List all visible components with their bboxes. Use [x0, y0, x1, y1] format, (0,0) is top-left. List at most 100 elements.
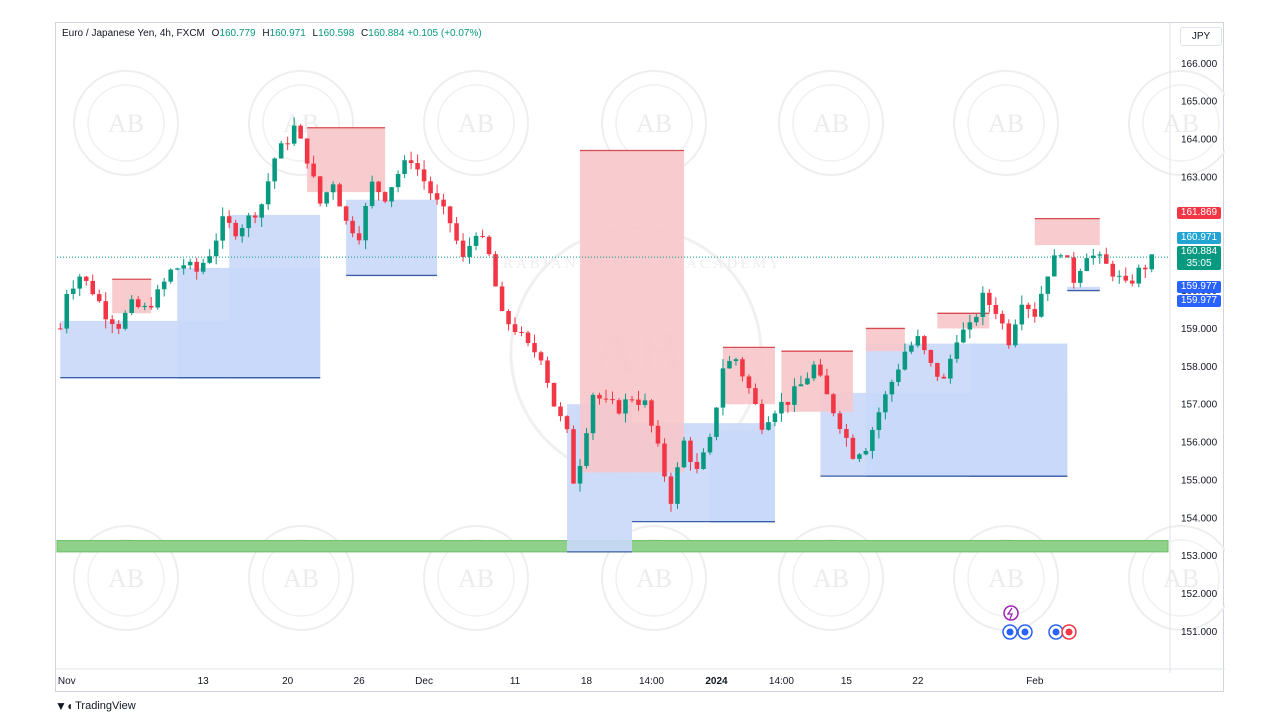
candle-body [980, 292, 986, 317]
candle-body [298, 125, 303, 139]
candle-body [317, 176, 323, 204]
watermark-seal-9 [423, 525, 529, 631]
candle-body [610, 399, 615, 401]
candle-body [1136, 267, 1142, 284]
close-value: 160.884 [368, 28, 405, 39]
lightning-event-icon [1003, 605, 1019, 621]
candle-body [1032, 309, 1038, 317]
candle-body [681, 440, 687, 468]
price-tick-label: 164.000 [1181, 135, 1218, 146]
candle-body [512, 324, 518, 332]
low-value: 160.598 [318, 28, 355, 39]
time-tick-label: 14:00 [769, 676, 794, 687]
candle-body [571, 429, 576, 484]
candle-body [415, 163, 420, 170]
watermark-seal-inner-1 [262, 84, 340, 162]
candle-body [740, 359, 745, 377]
tradingview-mark-icon: ▼◖ [55, 699, 73, 713]
watermark-seal-inner-7 [87, 539, 165, 617]
candle-body [551, 382, 557, 407]
candle-body [259, 204, 264, 218]
candle-body [278, 143, 284, 159]
candle-body [1129, 280, 1135, 284]
watermark-seal-inner-5 [967, 84, 1045, 162]
candle-body [941, 376, 947, 379]
candle-body [889, 381, 895, 395]
time-tick-label: Dec [415, 676, 433, 687]
candle-body [122, 312, 128, 329]
candle-body [863, 450, 869, 455]
watermark-initials-3: AB [636, 109, 672, 138]
candle-body [824, 375, 830, 395]
candle-body [935, 362, 940, 377]
supply-zone-4 [781, 351, 853, 412]
candle-body [337, 184, 342, 207]
candle-body [1116, 275, 1122, 277]
change-value: +0.105 (+0.07%) [407, 28, 482, 39]
watermark-seal-inner-2 [437, 84, 515, 162]
supply-zone-2 [580, 150, 684, 473]
candle-body [382, 192, 388, 202]
watermark-seal-inner-0 [87, 84, 165, 162]
candle-body [746, 376, 752, 389]
economic-event-dot-icon [1052, 628, 1060, 636]
watermark-initials-13: AB [1163, 564, 1199, 593]
currency-button[interactable]: JPY [1180, 27, 1222, 46]
candle-body [909, 345, 914, 352]
candle-body [168, 269, 173, 282]
candle-body [454, 223, 459, 241]
candle-body [961, 329, 966, 343]
candle-body [922, 336, 927, 351]
price-tick-label: 157.000 [1181, 400, 1218, 411]
tradingview-logo[interactable]: ▼◖ TradingView [55, 699, 136, 713]
price-tick-label: 154.000 [1181, 513, 1218, 524]
chart-frame[interactable]: ABABABABABABABABABABABABABABABARABIAN BU… [55, 22, 1225, 693]
candle-body [486, 236, 492, 255]
price-tick-label: 156.000 [1181, 438, 1218, 449]
candle-body [467, 245, 472, 257]
candle-body [129, 299, 134, 313]
candle-body [857, 454, 862, 459]
price-tick-label: 165.000 [1181, 97, 1218, 108]
candle-body [577, 465, 583, 484]
candle-body [96, 294, 102, 302]
candle-body [584, 433, 589, 466]
demand-zone-2 [229, 214, 321, 378]
candle-body [701, 452, 706, 470]
candle-body [116, 324, 121, 329]
high-label: H [262, 28, 270, 39]
symbol-legend: Euro / Japanese Yen, 4h, FXCM O160.779 H… [62, 28, 482, 39]
candle-body [928, 350, 934, 363]
candle-body [844, 429, 849, 438]
open-value: 160.779 [219, 28, 256, 39]
candle-body [720, 368, 726, 408]
price-tag-supply: 161.869 [1177, 207, 1221, 219]
candle-body [987, 292, 992, 305]
candle-body [675, 467, 680, 504]
watermark-seal-11 [778, 525, 884, 631]
candle-body [1097, 254, 1103, 256]
candle-body [1019, 304, 1025, 325]
last-price-value: 160.884 [1180, 246, 1218, 257]
watermark-seal-inner-10 [615, 539, 693, 617]
tradingview-brand: TradingView [75, 700, 136, 712]
symbol-name: Euro / Japanese Yen, 4h, FXCM [62, 28, 205, 39]
candle-body [759, 403, 765, 430]
chart-canvas[interactable]: ABABABABABABABABABABABABABABABARABIAN BU… [56, 23, 1225, 693]
candle-body [265, 181, 271, 205]
candle-body [356, 233, 362, 241]
candle-body [389, 187, 394, 202]
time-tick-label: Feb [1026, 676, 1044, 687]
candle-body [870, 429, 875, 451]
candle-body [818, 364, 823, 376]
candle-body [252, 215, 258, 218]
watermark-initials-8: AB [283, 564, 319, 593]
supply-zone-5 [865, 328, 905, 352]
candle-body [187, 261, 193, 266]
candle-body [1039, 293, 1044, 317]
candle-body [642, 400, 648, 405]
candle-body [662, 443, 667, 477]
candle-body [441, 199, 446, 207]
candle-body [324, 192, 329, 204]
candle-body [395, 173, 401, 188]
